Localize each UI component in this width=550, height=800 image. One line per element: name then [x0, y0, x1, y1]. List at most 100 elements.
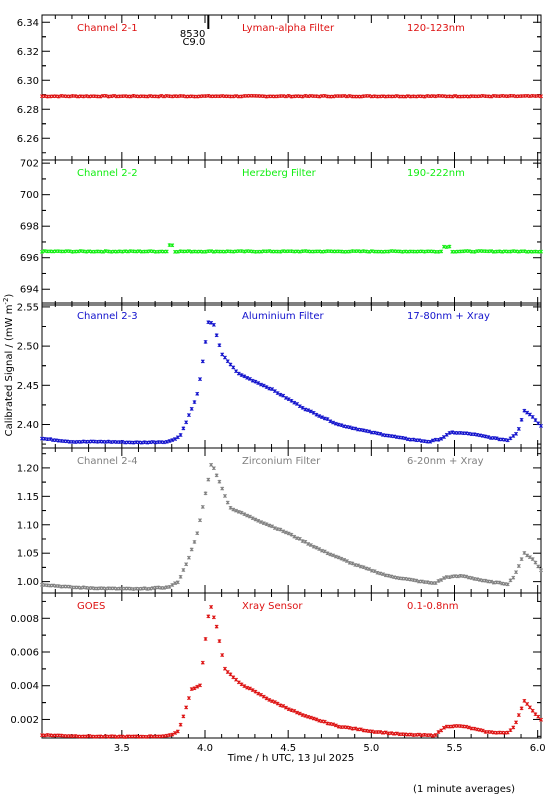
data-point: [81, 94, 86, 99]
data-point: [286, 93, 291, 98]
data-point: [87, 733, 92, 738]
data-series: [40, 462, 543, 591]
data-point: [336, 555, 341, 560]
panel-frame: [41, 159, 542, 306]
data-point: [314, 412, 319, 417]
data-point: [134, 249, 139, 254]
data-point: [211, 322, 216, 327]
data-point: [189, 547, 194, 552]
y-tick-label: 700: [20, 190, 39, 201]
data-point: [239, 94, 244, 99]
data-point: [181, 426, 186, 431]
data-point: [372, 430, 377, 435]
data-point: [223, 249, 227, 254]
data-point: [203, 491, 208, 496]
data-point: [331, 420, 336, 425]
data-point: [184, 705, 189, 710]
data-point: [466, 575, 471, 580]
data-point: [264, 696, 269, 701]
data-point: [430, 94, 435, 98]
data-point: [292, 534, 297, 539]
data-point: [56, 94, 61, 99]
data-point: [242, 512, 247, 517]
data-point: [217, 639, 222, 644]
data-series: [40, 93, 543, 99]
data-point: [170, 583, 175, 587]
data-point: [59, 733, 64, 738]
panel-frame: [41, 302, 542, 449]
data-point: [250, 688, 255, 693]
data-point: [358, 564, 363, 569]
data-point: [284, 705, 288, 710]
data-point: [203, 637, 208, 641]
data-point: [128, 586, 133, 591]
data-point: [430, 438, 435, 443]
data-point: [114, 735, 119, 739]
data-point: [303, 713, 308, 718]
data-point: [267, 523, 272, 528]
data-point: [231, 249, 236, 254]
data-point: [322, 549, 327, 554]
data-point: [40, 249, 44, 254]
data-point: [211, 466, 216, 471]
data-point: [394, 731, 399, 736]
data-point: [98, 734, 103, 739]
data-point: [272, 526, 277, 530]
data-point: [109, 94, 114, 99]
panel-frame: [41, 447, 542, 594]
data-point: [239, 510, 244, 515]
data-point: [223, 355, 227, 360]
data-point: [505, 438, 510, 443]
data-point: [516, 713, 521, 717]
data-point: [466, 94, 471, 99]
data-point: [292, 400, 297, 405]
data-point: [447, 430, 452, 435]
data-point: [472, 726, 477, 731]
data-point: [447, 575, 452, 580]
data-point: [217, 479, 222, 484]
data-point: [442, 435, 446, 439]
data-point: [198, 377, 202, 382]
data-point: [51, 583, 56, 588]
data-point: [139, 440, 144, 445]
y-tick-label: 6.30: [17, 76, 39, 87]
data-point: [267, 697, 272, 702]
data-point: [392, 434, 397, 439]
panel-frame: [41, 14, 542, 161]
data-point: [450, 430, 455, 435]
data-point: [480, 93, 485, 98]
y-tick-label: 2.45: [17, 381, 39, 392]
y-tick-label: 0.004: [10, 681, 39, 692]
data-point: [284, 530, 288, 535]
data-point: [475, 432, 480, 437]
data-point: [358, 249, 363, 254]
data-point: [67, 249, 72, 254]
data-point: [156, 94, 161, 99]
data-point: [336, 422, 341, 427]
data-point: [303, 93, 308, 98]
data-point: [192, 686, 197, 691]
y-tick-label: 0.002: [10, 715, 39, 726]
data-point: [53, 94, 58, 99]
data-point: [378, 431, 383, 436]
data-point: [308, 543, 313, 547]
data-point: [322, 416, 327, 421]
data-point: [261, 383, 266, 388]
data-point: [433, 581, 438, 585]
data-point: [464, 431, 469, 436]
data-point: [411, 578, 416, 583]
data-point: [84, 585, 89, 590]
data-point: [489, 579, 494, 584]
data-point: [408, 732, 413, 737]
data-point: [383, 433, 388, 438]
data-point: [505, 582, 510, 587]
data-point: [466, 249, 471, 254]
panel-2: 694 696 698 700 702 Channel 2-2 Herzberg Filte…: [20, 159, 543, 306]
data-point: [525, 553, 530, 558]
data-point: [367, 567, 372, 572]
data-point: [217, 343, 222, 348]
data-point: [333, 421, 338, 426]
data-point: [367, 249, 372, 254]
data-point: [378, 730, 383, 734]
data-point: [264, 249, 269, 254]
